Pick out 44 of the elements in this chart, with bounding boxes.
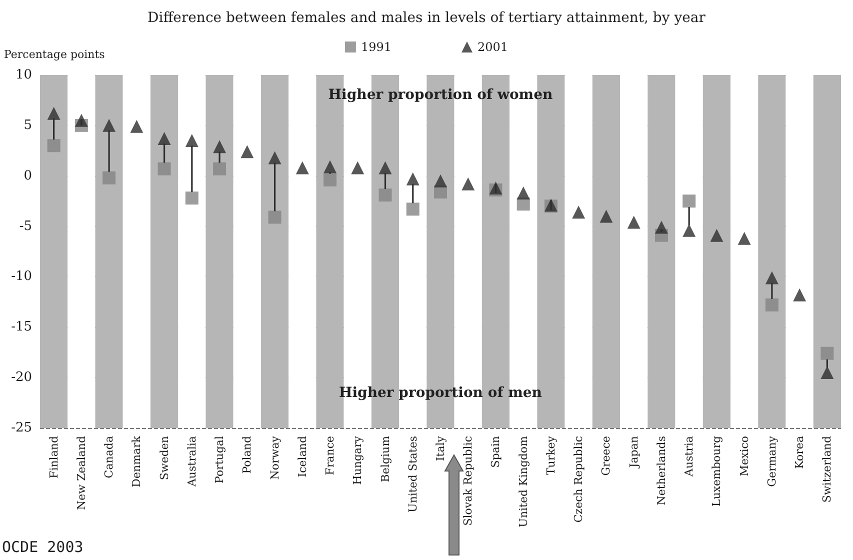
legend-label: 2001: [478, 40, 508, 54]
x-tick-label: Norway: [268, 435, 282, 480]
x-tick-label: France: [324, 436, 337, 476]
x-tick-label: Hungary: [351, 435, 364, 485]
x-tick-label: Sweden: [158, 436, 171, 480]
y-tick-label: 5: [24, 118, 32, 133]
x-tick-label: Switzerland: [820, 436, 834, 503]
x-tick-label: Italy: [434, 435, 447, 462]
x-tick-label: Canada: [102, 436, 116, 478]
x-tick-label: Japan: [627, 436, 640, 469]
y-tick-label: 0: [24, 168, 32, 184]
legend-label: 1991: [360, 40, 392, 54]
x-tick-label: United Kingdom: [516, 435, 530, 528]
x-tick-label: Turkey: [544, 435, 558, 476]
x-tick-label: Spain: [489, 436, 502, 468]
x-tick-label: Korea: [793, 436, 806, 469]
y-tick-label: -15: [11, 320, 32, 335]
x-tick-label: Denmark: [130, 436, 144, 488]
x-tick-label: Portugal: [213, 436, 226, 484]
x-tick-label: Greece: [600, 436, 613, 476]
chart-title: Difference between females and males in levels of tertiary attainment, by year: [148, 10, 706, 26]
text: OCDE 2003: [2, 538, 84, 556]
y-tick-label: -20: [11, 370, 32, 386]
x-tick-label: New Zealand: [74, 436, 88, 510]
x-tick-label: United States: [406, 436, 420, 512]
x-tick-label: Belgium: [378, 435, 392, 482]
x-tick-label: Luxembourg: [710, 436, 724, 507]
x-tick-label: Netherlands: [654, 436, 668, 506]
x-tick-label: Iceland: [296, 436, 309, 478]
x-tick-label: Slovak Republic: [462, 436, 475, 526]
x-tick-label: Germany: [765, 435, 778, 487]
y-tick-label: -25: [11, 420, 32, 436]
y-tick-label: -10: [11, 269, 32, 284]
x-tick-label: Mexico: [738, 436, 751, 476]
x-tick-label: Czech Republic: [572, 436, 586, 523]
y-tick-label: 10: [15, 68, 32, 82]
annotation: Higher proportion of men: [339, 384, 542, 401]
x-tick-label: Poland: [240, 436, 254, 474]
annotation: Higher proportion of women: [328, 87, 553, 104]
x-tick-label: Austria: [682, 436, 696, 478]
y-tick-label: -5: [19, 218, 32, 234]
x-tick-label: Finland: [47, 436, 60, 478]
x-tick-label: Australia: [185, 436, 198, 488]
y-axis-title: Percentage points: [4, 48, 105, 61]
